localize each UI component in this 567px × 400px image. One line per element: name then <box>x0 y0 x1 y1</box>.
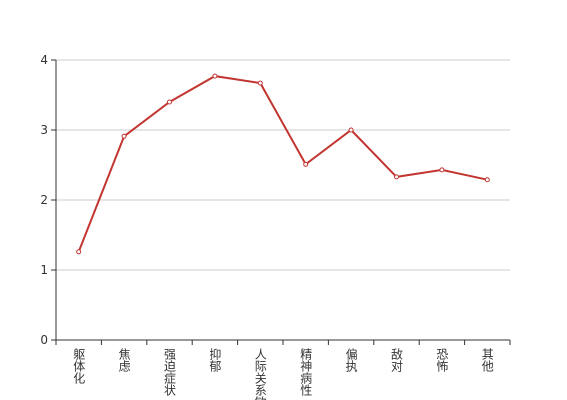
x-tick-label: 强迫症状 <box>163 348 177 396</box>
point <box>303 161 309 167</box>
x-tick-label: 偏执 <box>344 347 358 373</box>
x-tick-label: 人际关系敏感 <box>253 348 267 400</box>
x-tick-label: 精神病性 <box>299 348 313 397</box>
y-tick-label: 1 <box>40 263 48 277</box>
point <box>257 80 263 86</box>
point <box>484 177 490 183</box>
x-tick-label: 抑郁 <box>208 347 222 373</box>
point <box>212 73 218 79</box>
point <box>121 133 127 139</box>
point <box>348 127 354 133</box>
x-tick-label: 恐怖 <box>435 348 449 372</box>
y-tick-label: 3 <box>40 123 48 137</box>
point <box>394 174 399 180</box>
y-tick-label: 2 <box>40 193 48 207</box>
line <box>77 75 488 253</box>
x-tick-label: 敌对 <box>390 347 404 372</box>
point <box>439 167 445 173</box>
point <box>167 99 172 105</box>
x-tick-label: 其他 <box>480 348 494 372</box>
y-tick-label: 4 <box>40 53 48 67</box>
x-tick-label: 焦虑 <box>117 348 131 372</box>
y-tick-label: 0 <box>40 333 48 347</box>
x-tick-label: 躯体化 <box>72 347 86 385</box>
point <box>76 249 82 255</box>
